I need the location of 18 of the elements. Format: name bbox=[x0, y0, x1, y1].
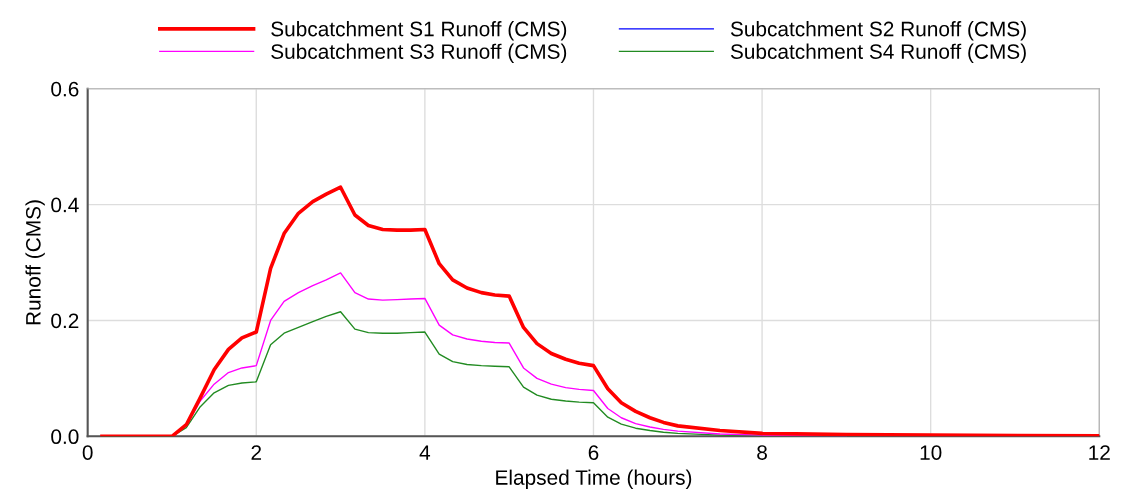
y-tick-label: 0.0 bbox=[51, 429, 79, 445]
x-axis-title: Elapsed Time (hours) bbox=[496, 469, 692, 490]
x-tick-label: 6 bbox=[588, 445, 599, 460]
legend-label: Subcatchment S2 Runoff (CMS) bbox=[730, 21, 1026, 41]
x-tick-label: 2 bbox=[251, 445, 262, 460]
y-axis-title: Runoff (CMS) bbox=[25, 200, 45, 325]
x-tick-label: 8 bbox=[757, 445, 767, 460]
legend-label: Subcatchment S3 Runoff (CMS) bbox=[271, 43, 567, 64]
x-tick-label: 10 bbox=[920, 445, 942, 460]
y-tick-label: 0.6 bbox=[51, 81, 79, 97]
x-tick-label: 0 bbox=[82, 445, 93, 460]
y-tick-label: 0.2 bbox=[51, 313, 79, 329]
legend-label: Subcatchment S1 Runoff (CMS) bbox=[271, 21, 567, 41]
x-tick-label: 12 bbox=[1089, 445, 1110, 460]
legend-label: Subcatchment S4 Runoff (CMS) bbox=[730, 43, 1026, 64]
x-tick-label: 4 bbox=[419, 445, 431, 460]
y-tick-label: 0.4 bbox=[51, 197, 79, 213]
line-series bbox=[100, 185, 1100, 437]
